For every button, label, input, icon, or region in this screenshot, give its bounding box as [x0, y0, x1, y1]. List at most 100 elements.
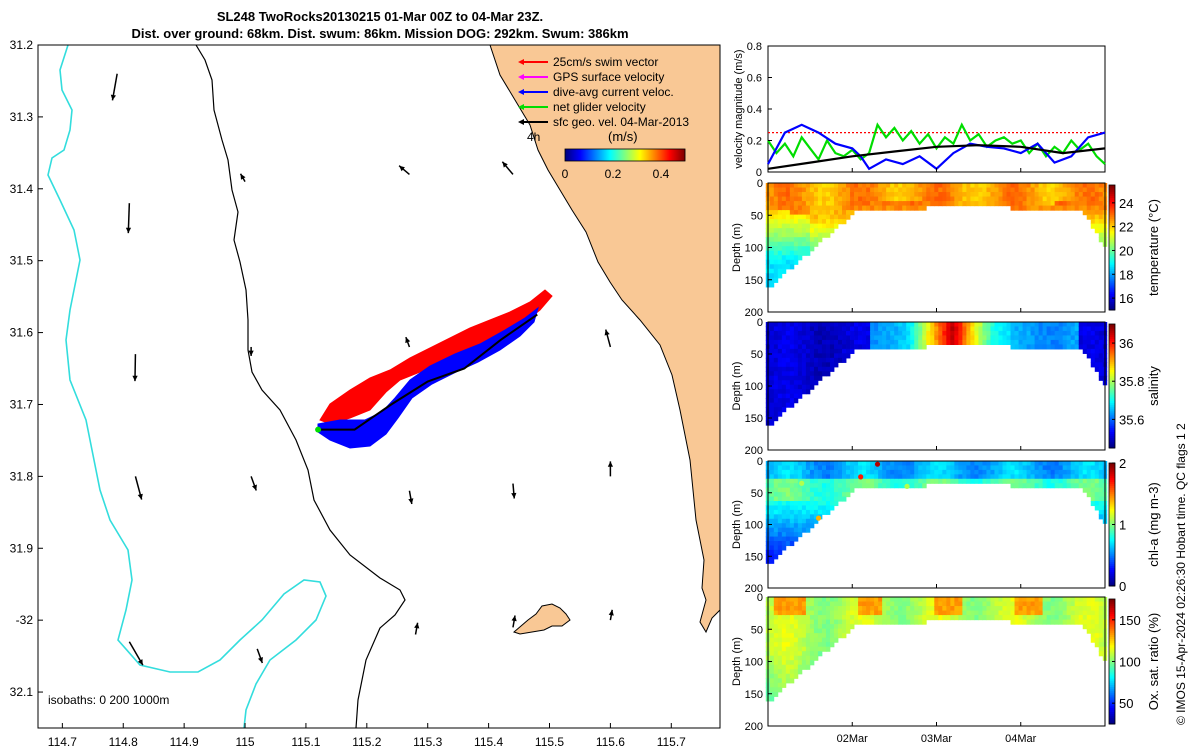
heatmap-cell: [805, 518, 811, 524]
heatmap-cell: [870, 619, 875, 625]
heatmap-cell: [1042, 610, 1048, 616]
heatmap-cell: [834, 501, 839, 507]
heatmap-cell: [817, 375, 823, 381]
heatmap-cell: [1014, 461, 1019, 467]
heatmap-cell: [1034, 597, 1039, 603]
heatmap-cell: [850, 461, 855, 467]
heatmap-cell: [946, 322, 951, 328]
heatmap-cell: [938, 478, 943, 484]
heatmap-cell: [801, 250, 807, 256]
heatmap-cell: [1046, 339, 1052, 345]
heatmap-cell: [773, 496, 779, 502]
heatmap-cell: [890, 478, 895, 484]
heatmap-cell: [1034, 483, 1039, 489]
heatmap-cell: [846, 339, 851, 345]
heatmap-cell: [1082, 465, 1088, 471]
heatmap-cell: [1082, 610, 1088, 616]
heatmap-cell: [829, 219, 835, 225]
heatmap-cell: [773, 380, 779, 386]
colorbar-cell: [1109, 471, 1115, 474]
heatmap-cell: [838, 339, 843, 345]
heatmap-cell: [874, 344, 879, 350]
heatmap-cell: [813, 219, 819, 225]
heatmap-cell: [777, 223, 783, 229]
heatmap-cell: [854, 335, 859, 341]
heatmap-cell: [1066, 330, 1072, 337]
heatmap-cell: [1090, 357, 1096, 363]
heatmap-cell: [769, 250, 775, 256]
heatmap-cell: [874, 192, 879, 198]
heatmap-cell: [1074, 326, 1080, 332]
heatmap-cell: [950, 615, 955, 621]
heatmap-cell: [838, 196, 843, 202]
heatmap-cell: [906, 335, 911, 341]
heatmap-cell: [809, 228, 815, 234]
heatmap-cell: [918, 601, 923, 607]
geo-vector-arrow: [405, 336, 411, 348]
heatmap-cell: [890, 344, 895, 350]
heatmap-cell: [777, 549, 783, 555]
heatmap-cell: [842, 187, 847, 193]
heatmap-cell: [834, 362, 839, 368]
heatmap-cell: [934, 474, 939, 480]
heatmap-cell: [1094, 461, 1100, 467]
heatmap-cell: [809, 487, 815, 493]
heatmap-cell: [1030, 187, 1035, 193]
colorbar-cell: [592, 149, 594, 161]
heatmap-cell: [850, 201, 855, 207]
heatmap-cell: [1050, 615, 1056, 621]
heatmap-cell: [902, 339, 907, 345]
heatmap-cell: [769, 487, 775, 493]
heatmap-cell: [994, 201, 999, 207]
colorbar-cell: [1109, 644, 1115, 648]
heatmap-cell: [902, 610, 907, 616]
heatmap-cell: [769, 523, 775, 529]
heatmap-cell: [958, 330, 963, 337]
heatmap-cell: [809, 366, 815, 372]
heatmap-cell: [769, 642, 775, 648]
heatmap-cell: [854, 196, 859, 202]
heatmap-cell: [789, 384, 795, 390]
heatmap-cell: [842, 183, 847, 189]
heatmap-cell: [769, 407, 775, 413]
heatmap-cell: [1070, 326, 1076, 332]
heatmap-cell: [854, 339, 859, 345]
heatmap-cell: [1022, 483, 1027, 489]
heatmap-cell: [938, 196, 943, 202]
heatmap-cell: [1026, 474, 1031, 480]
map-x-tick-label: 114.8: [109, 735, 138, 749]
heatmap-cell: [1070, 478, 1076, 484]
heatmap-cell: [801, 514, 807, 520]
heatmap-cell: [797, 362, 803, 368]
heatmap-cell: [842, 353, 847, 359]
heatmap-cell: [930, 615, 935, 621]
heatmap-cell: [1062, 330, 1068, 337]
heatmap-cell: [1054, 465, 1060, 471]
heatmap-cell: [809, 362, 815, 368]
heatmap-cell: [793, 219, 799, 225]
heatmap-cell: [1058, 326, 1064, 332]
heatmap-cell: [797, 246, 803, 252]
depth-tick-label: 0: [757, 317, 763, 329]
heatmap-cell: [1098, 330, 1104, 337]
heatmap-cell: [838, 610, 843, 616]
heatmap-cell: [785, 335, 791, 341]
heatmap-cell: [1090, 465, 1096, 471]
heatmap-cell: [769, 492, 775, 498]
colorbar-cell: [579, 149, 581, 161]
heatmap-cell: [1026, 330, 1031, 337]
heatmap-cell: [914, 344, 919, 350]
heatmap-cell: [1090, 628, 1096, 634]
heatmap-cell: [898, 606, 903, 612]
heatmap-cell: [954, 322, 959, 328]
heatmap-cell: [958, 461, 963, 467]
colorbar-cell: [601, 149, 603, 161]
heatmap-cell: [834, 474, 839, 480]
heatmap-cell: [805, 214, 811, 220]
heatmap-cell: [813, 322, 819, 328]
colorbar-cell: [616, 149, 618, 161]
heatmap-cell: [838, 483, 843, 489]
heatmap-cell: [825, 615, 831, 621]
heatmap-cell: [809, 210, 815, 216]
heatmap-cell: [914, 601, 919, 607]
